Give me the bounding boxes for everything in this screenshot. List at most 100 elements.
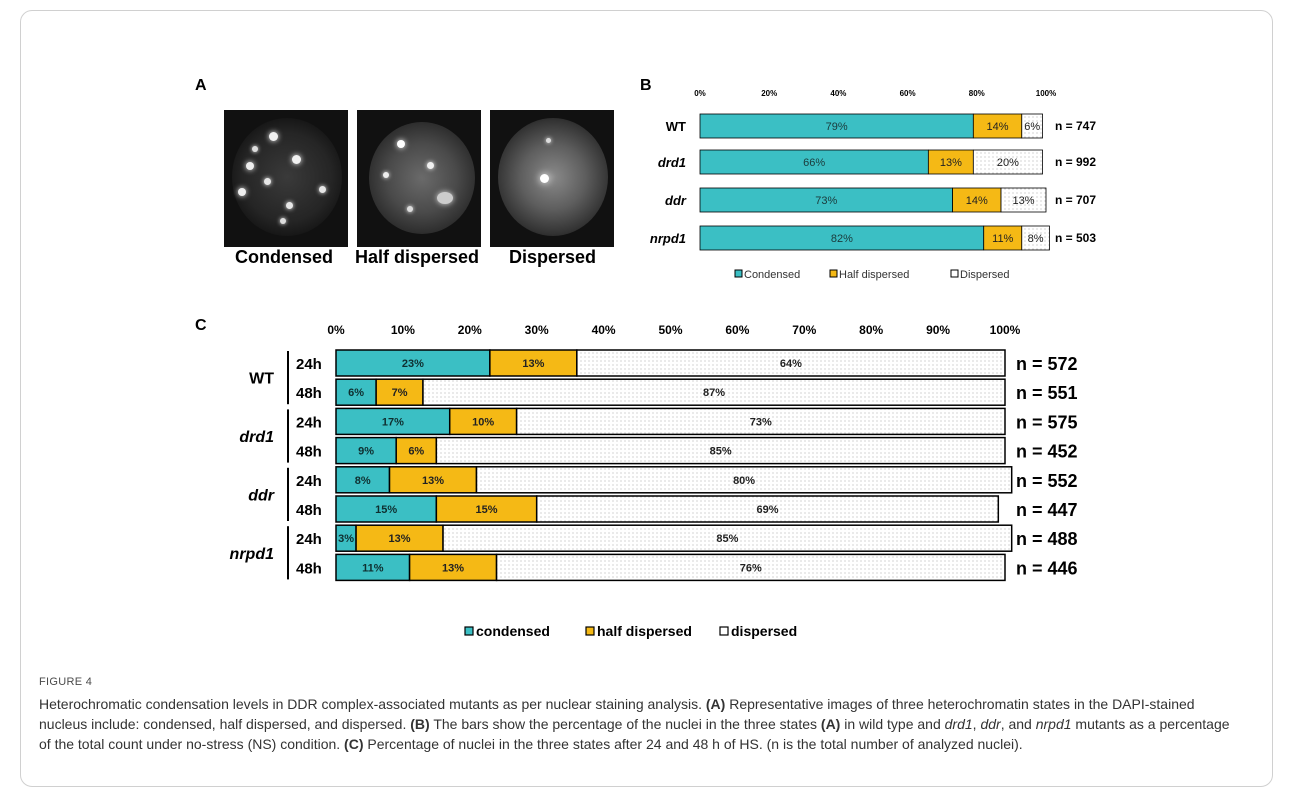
data-label: 6% [348,387,364,399]
x-tick-label: 80% [969,89,985,98]
bar-dispersed [442,524,1013,552]
n-label: n = 552 [1016,471,1078,491]
x-tick-label: 10% [391,323,415,337]
figure-frame [20,10,1273,787]
n-label: n = 707 [1055,193,1096,207]
data-label: 11% [362,562,384,574]
bar-condensed [699,149,929,175]
data-label: 13% [522,358,544,370]
data-label: 69% [756,504,778,516]
bar-dispersed [1000,187,1047,213]
data-label: 3% [338,533,354,545]
group-label: ddr [248,487,275,504]
x-tick-label: 50% [658,323,682,337]
data-label: 20% [997,157,1019,169]
bar-dispersed [576,349,1006,377]
data-label: 13% [442,562,464,574]
legend-label: half dispersed [597,623,692,639]
group-label: WT [249,371,274,388]
bar-dispersed [1021,113,1043,139]
time-label: 24h [296,473,322,490]
micrograph-condensed [224,110,348,247]
category-label: drd1 [658,155,686,170]
micrograph-dispersed [490,110,614,247]
bar-half-dispersed [952,187,1002,213]
bar-condensed [699,187,953,213]
bar-dispersed [515,407,1006,436]
n-label: n = 446 [1016,558,1078,578]
category-label: WT [666,119,686,134]
bar-half-dispersed [448,407,518,436]
bar-half-dispersed [983,225,1023,251]
data-label: 79% [826,121,848,133]
panel-c-letter: C [195,317,207,334]
data-label: 76% [740,562,762,574]
data-label: 6% [408,446,424,458]
bar-dispersed [1021,225,1050,251]
bar-half-dispersed [435,495,538,523]
panel-a-letter: A [195,77,207,94]
data-label: 13% [940,157,962,169]
legend-swatch-condensed [734,269,743,278]
n-label: n = 575 [1016,412,1078,432]
legend-swatch-condensed [464,626,474,636]
data-label: 85% [716,533,738,545]
time-label: 48h [296,502,322,519]
data-label: 14% [966,195,988,207]
data-label: 17% [382,416,404,428]
legend-label: Half dispersed [839,269,909,281]
bar-half-dispersed [408,553,498,582]
n-label: n = 747 [1055,119,1096,133]
legend-label: condensed [476,623,550,639]
data-label: 85% [710,446,732,458]
bar-dispersed [535,495,1000,523]
time-label: 24h [296,414,322,431]
panel-b-letter: B [640,77,652,94]
data-label: 13% [389,533,411,545]
bar-half-dispersed [388,466,478,494]
group-label: nrpd1 [230,546,275,563]
category-label: ddr [665,193,687,208]
bar-dispersed [972,149,1043,175]
x-tick-label: 60% [900,89,916,98]
legend-swatch-half-dispersed [585,626,595,636]
x-tick-label: 80% [859,323,883,337]
n-label: n = 452 [1016,442,1078,462]
x-tick-label: 0% [327,323,345,337]
x-tick-label: 70% [792,323,816,337]
bar-condensed [335,495,438,523]
n-label: n = 503 [1055,231,1096,245]
x-tick-label: 40% [830,89,846,98]
time-label: 24h [296,531,322,548]
bar-half-dispersed [489,349,578,377]
data-label: 8% [1028,233,1044,245]
data-label: 15% [375,504,397,516]
x-tick-label: 60% [725,323,749,337]
data-label: 73% [750,416,772,428]
x-tick-label: 0% [694,89,706,98]
x-tick-label: 100% [1036,89,1056,98]
data-label: 80% [733,475,755,487]
data-label: 64% [780,358,802,370]
legend-label: Condensed [744,269,800,281]
x-tick-label: 30% [525,323,549,337]
n-label: n = 572 [1016,354,1078,374]
legend-swatch-half-dispersed [829,269,838,278]
time-label: 24h [296,356,322,373]
data-label: 9% [358,446,374,458]
data-label: 14% [987,121,1009,133]
x-tick-label: 20% [761,89,777,98]
data-label: 82% [831,233,853,245]
data-label: 66% [803,157,825,169]
x-tick-label: 40% [592,323,616,337]
legend-swatch-dispersed [950,269,959,278]
data-label: 13% [1012,195,1034,207]
bar-dispersed [422,378,1006,406]
n-label: n = 447 [1016,500,1078,520]
figure-title: FIGURE 4 [39,676,93,688]
time-label: 48h [296,385,322,402]
figure-caption: Heterochromatic condensation levels in D… [39,696,1230,752]
x-tick-label: 90% [926,323,950,337]
group-label: drd1 [239,429,274,446]
